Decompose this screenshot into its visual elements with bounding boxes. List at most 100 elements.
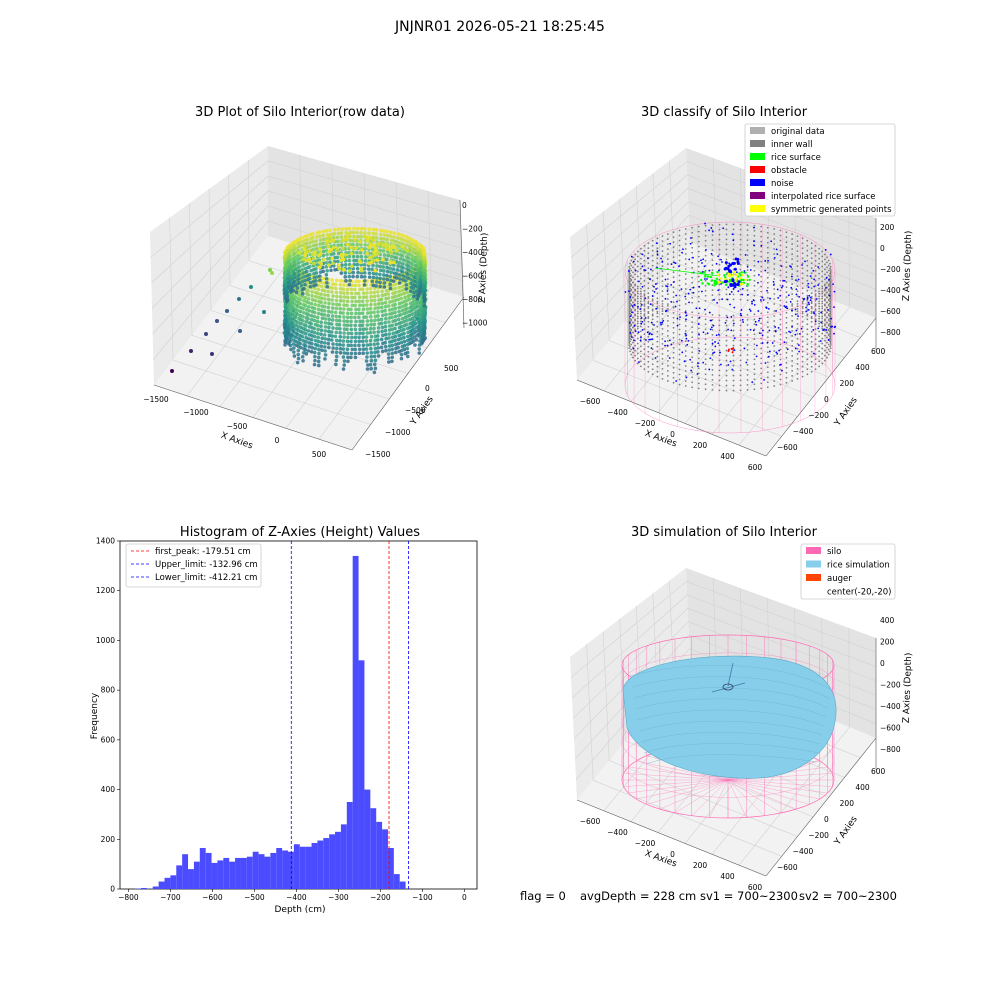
- inner-wall-point: [760, 347, 763, 350]
- inner-wall-point: [678, 274, 681, 277]
- inner-wall-point: [766, 336, 769, 339]
- noise-point: [676, 300, 678, 303]
- noise-point: [689, 358, 692, 361]
- inner-wall-point: [760, 300, 763, 303]
- status-flag: flag = 0: [520, 889, 566, 903]
- sim-x-tick: 400: [720, 872, 735, 881]
- inner-wall-point: [826, 326, 828, 329]
- raw-point: [369, 314, 373, 319]
- inner-wall-point: [684, 325, 687, 327]
- inner-wall-point: [739, 258, 742, 261]
- inner-wall-point: [704, 259, 707, 262]
- raw-point: [422, 284, 427, 289]
- inner-wall-point: [647, 317, 650, 320]
- raw-point: [418, 335, 422, 339]
- hist-bar: [352, 555, 359, 889]
- inner-wall-point: [661, 270, 664, 273]
- noise-point: [752, 329, 755, 332]
- inner-wall-point: [796, 377, 799, 380]
- inner-wall-point: [785, 336, 788, 339]
- raw-point: [312, 318, 317, 323]
- noise-point: [664, 278, 667, 281]
- noise-point: [741, 293, 744, 296]
- hist-bar: [193, 861, 200, 889]
- noise-point: [656, 250, 659, 253]
- inner-wall-point: [818, 330, 821, 333]
- hist-bar: [311, 843, 318, 889]
- inner-wall-point: [632, 351, 634, 354]
- raw-point: [320, 276, 325, 281]
- raw-point: [367, 275, 372, 279]
- inner-wall-point: [636, 310, 639, 313]
- noise-point: [764, 260, 767, 262]
- noise-point: [646, 257, 649, 260]
- inner-wall-point: [746, 264, 749, 266]
- raw-point: [396, 293, 401, 298]
- noise-point: [797, 344, 800, 347]
- raw-point: [347, 232, 351, 236]
- raw-point: [283, 321, 287, 326]
- noise-point: [768, 350, 771, 353]
- noise-point: [825, 277, 828, 279]
- hist-y-tick-label: 1400: [96, 537, 115, 546]
- hist-x-tick-label: −300: [328, 893, 349, 902]
- inner-wall-point: [829, 282, 831, 285]
- inner-wall-point: [632, 321, 634, 324]
- raw-point: [359, 234, 363, 239]
- inner-wall-point: [814, 358, 817, 361]
- inner-wall-point: [718, 243, 721, 246]
- inner-wall-point: [823, 318, 826, 321]
- inner-wall-point: [821, 255, 824, 258]
- inner-wall-point: [746, 299, 749, 301]
- inner-wall-point: [827, 304, 830, 307]
- raw-point: [365, 311, 370, 315]
- noise-point: [646, 331, 649, 334]
- raw-point: [381, 265, 386, 269]
- raw-point: [336, 243, 340, 248]
- raw-point: [330, 298, 334, 302]
- inner-wall-point: [801, 305, 804, 308]
- inner-wall-point: [647, 312, 650, 315]
- raw-point: [388, 266, 393, 271]
- grid-line: [657, 274, 770, 413]
- raw-point: [335, 342, 339, 347]
- raw-point: [376, 330, 381, 334]
- raw-point: [364, 347, 369, 351]
- inner-wall-point: [806, 294, 809, 297]
- inner-wall-point: [630, 264, 633, 267]
- raw-point: [402, 291, 406, 296]
- raw-point: [405, 342, 410, 347]
- raw-point: [348, 278, 352, 283]
- raw-point: [382, 233, 387, 237]
- inner-wall-point: [718, 359, 721, 362]
- inner-wall-point: [739, 344, 742, 347]
- inner-wall-point: [830, 334, 832, 336]
- noise-point: [628, 270, 630, 273]
- noise-point: [633, 325, 636, 327]
- inner-wall-point: [826, 291, 828, 294]
- inner-wall-point: [643, 313, 646, 316]
- raw-point: [383, 300, 388, 305]
- noise-point: [708, 368, 711, 371]
- inner-wall-point: [773, 243, 776, 245]
- grid-line: [571, 174, 877, 279]
- raw-point: [317, 351, 321, 356]
- inner-wall-point: [796, 312, 799, 315]
- inner-wall-point: [823, 253, 826, 256]
- raw-point: [342, 359, 347, 363]
- inner-wall-point: [760, 367, 763, 370]
- raw-point: [292, 251, 297, 256]
- inner-wall-point: [779, 383, 782, 386]
- noise-point: [720, 363, 722, 366]
- raw-point: [307, 333, 312, 337]
- inner-wall-point: [753, 313, 756, 316]
- raw-point: [324, 261, 329, 265]
- noise-point: [780, 286, 783, 289]
- raw-point: [418, 339, 422, 343]
- inner-wall-point: [773, 330, 776, 332]
- noise-point: [779, 294, 782, 297]
- noise-point: [828, 294, 831, 297]
- rice-surface-point: [740, 271, 743, 274]
- raw-point: [374, 248, 378, 252]
- inner-wall-point: [711, 284, 714, 286]
